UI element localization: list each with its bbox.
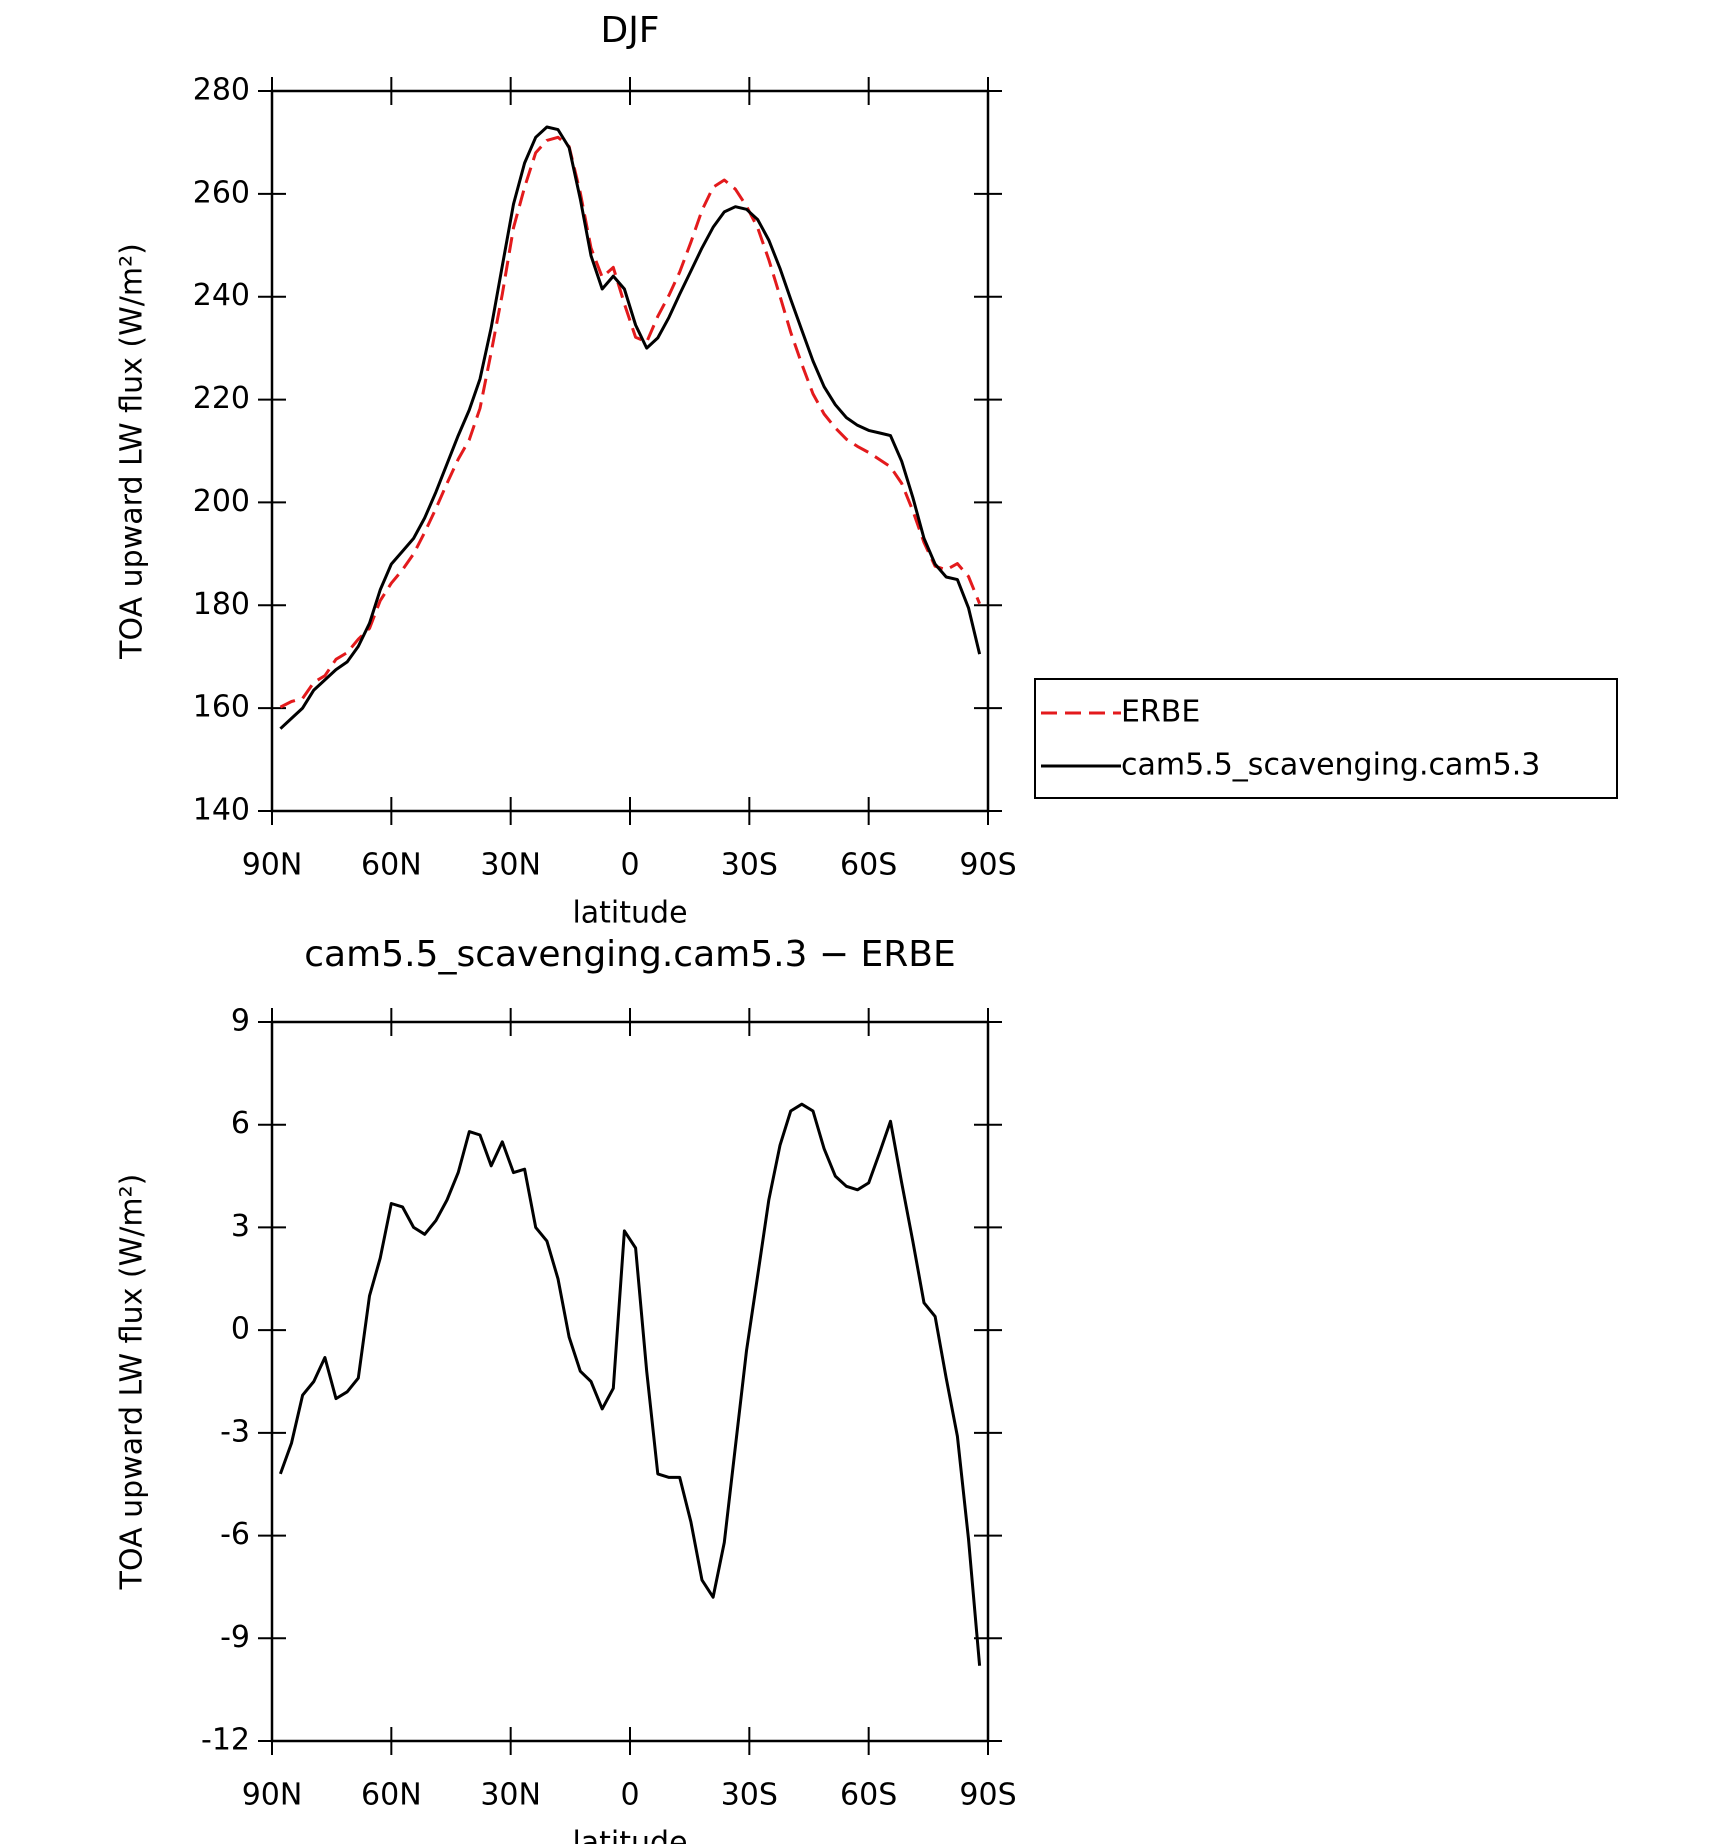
- legend-label: ERBE: [1121, 695, 1200, 730]
- x-tick-label: 90S: [959, 1778, 1016, 1813]
- x-tick-label: 30N: [480, 1778, 541, 1813]
- y-tick-label: -6: [220, 1517, 250, 1552]
- y-tick-label: 140: [193, 793, 250, 828]
- x-tick-label: 30S: [721, 848, 778, 883]
- legend-label: cam5.5_scavenging.cam5.3: [1121, 748, 1540, 783]
- chart-title: DJF: [600, 10, 659, 51]
- data-line: [279, 125, 982, 730]
- y-axis-label: TOA upward LW flux (W/m²): [115, 1174, 150, 1591]
- x-tick-label: 90N: [242, 1778, 303, 1813]
- x-tick-label: 90S: [959, 848, 1016, 883]
- y-tick-label: 160: [193, 690, 250, 725]
- y-tick-label: 3: [231, 1209, 250, 1244]
- x-axis-label: latitude: [572, 896, 687, 931]
- x-tick-label: 60S: [840, 1778, 897, 1813]
- x-tick-label: 60N: [361, 848, 422, 883]
- data-line: [278, 1102, 982, 1666]
- x-tick-label: 60S: [840, 848, 897, 883]
- chart-title: cam5.5_scavenging.cam5.3 − ERBE: [304, 934, 955, 975]
- y-tick-label: 280: [193, 73, 250, 108]
- data-line: [279, 135, 981, 709]
- x-tick-label: 0: [620, 1778, 639, 1813]
- y-tick-label: -3: [220, 1414, 250, 1449]
- y-axis-label: TOA upward LW flux (W/m²): [115, 243, 150, 660]
- y-tick-label: 200: [193, 484, 250, 519]
- y-tick-label: -12: [201, 1723, 250, 1758]
- y-tick-label: 260: [193, 175, 250, 210]
- y-tick-label: 9: [231, 1004, 250, 1039]
- x-tick-label: 90N: [242, 848, 303, 883]
- plot-frame: [270, 89, 990, 813]
- y-tick-label: 240: [193, 278, 250, 313]
- plot-frame: [270, 1020, 990, 1743]
- x-tick-label: 0: [620, 848, 639, 883]
- y-tick-label: 0: [231, 1312, 250, 1347]
- x-tick-label: 30N: [480, 848, 541, 883]
- x-tick-label: 30S: [721, 1778, 778, 1813]
- x-tick-label: 60N: [361, 1778, 422, 1813]
- y-tick-label: 220: [193, 381, 250, 416]
- y-tick-label: -9: [220, 1620, 250, 1655]
- x-axis-label: latitude: [572, 1826, 687, 1844]
- y-tick-label: 6: [231, 1106, 250, 1141]
- y-tick-label: 180: [193, 587, 250, 622]
- legend-box: [1034, 678, 1618, 799]
